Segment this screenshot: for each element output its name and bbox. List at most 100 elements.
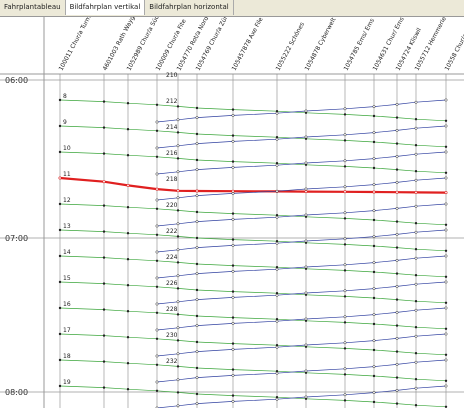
train-label: 228: [166, 306, 178, 313]
train-label: 218: [166, 176, 178, 183]
stop-dot: [58, 280, 62, 284]
stop-dot: [372, 313, 376, 317]
stop-dot: [343, 321, 347, 324]
stop-dot: [102, 334, 106, 337]
train-label: 216: [166, 150, 178, 157]
stop-dot: [414, 378, 418, 381]
stop-dot: [126, 154, 130, 157]
stop-dot: [343, 211, 347, 215]
stop-dot: [395, 220, 399, 223]
selected-train: [59, 176, 447, 194]
stop-dot: [155, 380, 159, 384]
train-label: 15: [63, 275, 71, 282]
stop-dot: [231, 243, 235, 247]
stop-dot: [372, 166, 376, 170]
stop-dot: [195, 402, 199, 406]
stop-dot: [275, 189, 279, 193]
stop-dot: [275, 267, 279, 271]
stop-dot: [102, 360, 106, 363]
stop-dot: [372, 105, 376, 109]
stop-dot: [195, 142, 199, 146]
stop-dot: [372, 287, 376, 291]
stop-dot: [275, 292, 279, 295]
stop-dot: [343, 295, 347, 298]
stop-dot: [414, 144, 418, 147]
stop-dot: [176, 209, 180, 212]
train-line: [59, 99, 447, 122]
stop-dot: [444, 145, 448, 148]
stop-dot: [275, 162, 279, 165]
train-label: 12: [63, 197, 71, 204]
stop-dot: [395, 272, 399, 275]
stop-dot: [102, 100, 106, 103]
stop-dot: [414, 170, 418, 173]
stop-dot: [414, 334, 418, 338]
stop-dot: [343, 315, 347, 319]
stop-dot: [102, 126, 106, 129]
stop-dot: [343, 367, 347, 371]
station-label: 1055222 Schönes: [275, 21, 306, 72]
stop-dot: [395, 128, 399, 132]
stop-dot: [343, 107, 347, 111]
stop-dot: [126, 206, 130, 209]
train-line: [59, 203, 447, 226]
stop-dot: [176, 365, 180, 368]
stop-dot: [372, 296, 376, 300]
stop-dot: [176, 235, 180, 238]
stop-dot: [58, 332, 62, 336]
stop-dot: [195, 314, 199, 318]
stop-dot: [195, 106, 199, 110]
stop-dot: [414, 256, 418, 260]
stop-dot: [343, 159, 347, 163]
stop-dot: [155, 233, 159, 236]
stop-dot: [102, 230, 106, 233]
stop-dot: [275, 240, 279, 243]
stop-dot: [176, 287, 180, 290]
stop-dot: [414, 126, 418, 130]
train-line: [59, 307, 447, 330]
stop-dot: [102, 282, 106, 285]
tab[interactable]: Bildfahrplan horizontal: [145, 0, 234, 15]
stop-dot: [343, 133, 347, 137]
train-line: [59, 385, 447, 408]
stop-dot: [414, 404, 418, 407]
stop-dot: [414, 222, 418, 225]
stop-dot: [275, 396, 279, 399]
stop-dot: [444, 275, 448, 278]
stop-dot: [372, 270, 376, 274]
train-line: [156, 333, 447, 357]
train-line: [59, 229, 447, 252]
tab[interactable]: Bildfahrplan vertikal: [65, 0, 146, 15]
stop-dot: [195, 236, 199, 240]
stop-dot: [155, 129, 159, 132]
stop-dot: [195, 220, 199, 224]
stop-dot: [304, 317, 308, 321]
stop-dot: [444, 150, 448, 154]
stop-dot: [176, 274, 180, 278]
stop-dot: [395, 102, 399, 106]
stop-dot: [275, 163, 279, 167]
stop-dot: [395, 284, 399, 288]
stop-dot: [275, 241, 279, 245]
tab[interactable]: Fahrplantableau: [0, 0, 66, 15]
stop-dot: [155, 207, 159, 210]
stop-dot: [372, 235, 376, 239]
stop-dot: [176, 131, 180, 134]
stop-dot: [304, 161, 308, 165]
stop-dot: [58, 358, 62, 362]
stop-dot: [343, 139, 347, 142]
stop-dot: [414, 248, 418, 251]
stop-dot: [195, 288, 199, 292]
stop-dot: [444, 124, 448, 128]
stop-dot: [176, 170, 180, 174]
stop-dot: [195, 298, 199, 302]
stop-dot: [444, 249, 448, 252]
stop-dot: [395, 232, 399, 236]
stop-dot: [343, 165, 347, 168]
train-label: 210: [166, 72, 178, 79]
stop-dot: [155, 363, 159, 366]
stop-dot: [176, 248, 180, 252]
stop-dot: [58, 176, 62, 180]
stop-dot: [176, 144, 180, 148]
stop-dot: [395, 116, 399, 119]
